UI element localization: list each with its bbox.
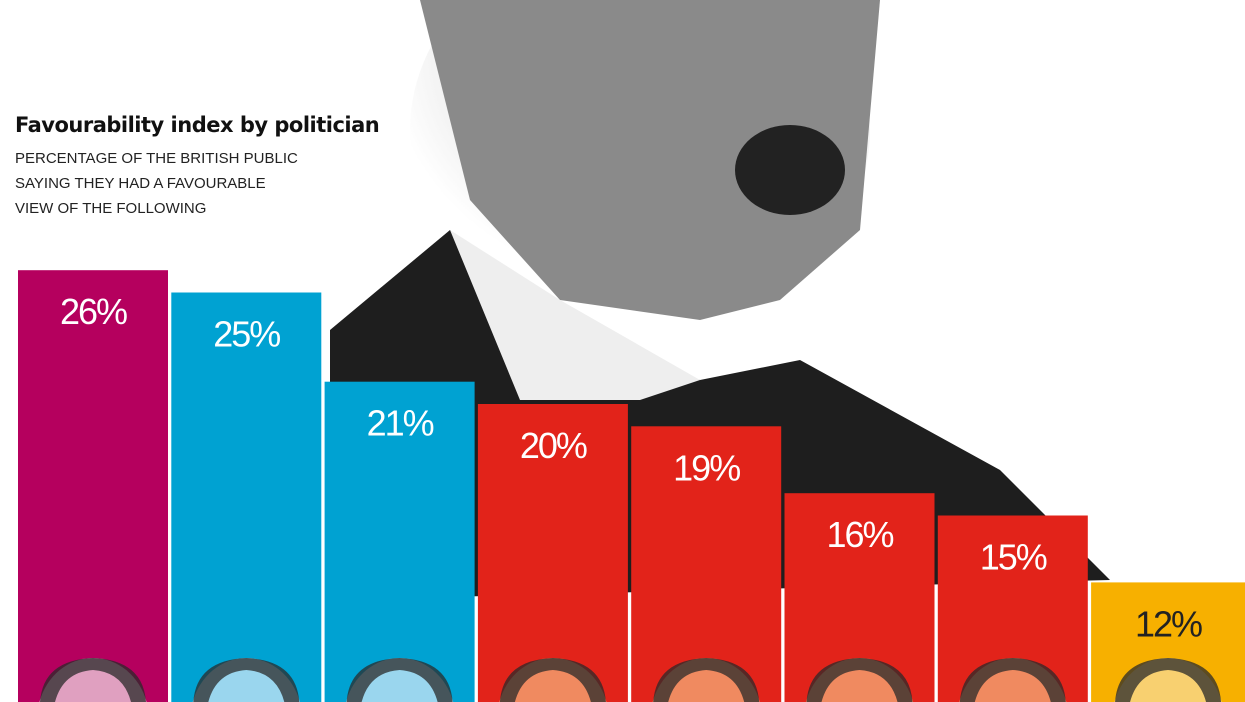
portrait-hair (499, 658, 606, 702)
subtitle-line: PERCENTAGE OF THE BRITISH PUBLIC (15, 150, 298, 167)
portrait-hair (653, 658, 760, 702)
bar (171, 292, 322, 702)
data-label: 16% (826, 514, 893, 555)
portrait-hair (1115, 658, 1222, 702)
data-label: 15% (980, 537, 1047, 578)
portrait-hair (193, 658, 300, 702)
data-label: 25% (213, 314, 280, 355)
data-label: 12% (1135, 603, 1202, 644)
subtitle-line: SAYING THEY HAD A FAVOURABLE (15, 175, 266, 192)
data-label: 20% (520, 425, 587, 466)
portrait-hair (40, 658, 146, 702)
portrait-hair (806, 658, 913, 702)
bar (324, 381, 475, 702)
data-label: 19% (673, 447, 740, 488)
bar (18, 270, 168, 702)
bar (477, 404, 628, 702)
portrait-hair (959, 658, 1066, 702)
portrait-hair (346, 658, 453, 702)
data-label: 26% (60, 291, 127, 332)
bar (631, 426, 782, 702)
chart-subtitle: PERCENTAGE OF THE BRITISH PUBLIC SAYING … (15, 146, 298, 221)
subtitle-line: VIEW OF THE FOLLOWING (15, 200, 207, 217)
chart-title: Favourability index by politician (15, 113, 380, 137)
data-label: 21% (367, 403, 434, 444)
